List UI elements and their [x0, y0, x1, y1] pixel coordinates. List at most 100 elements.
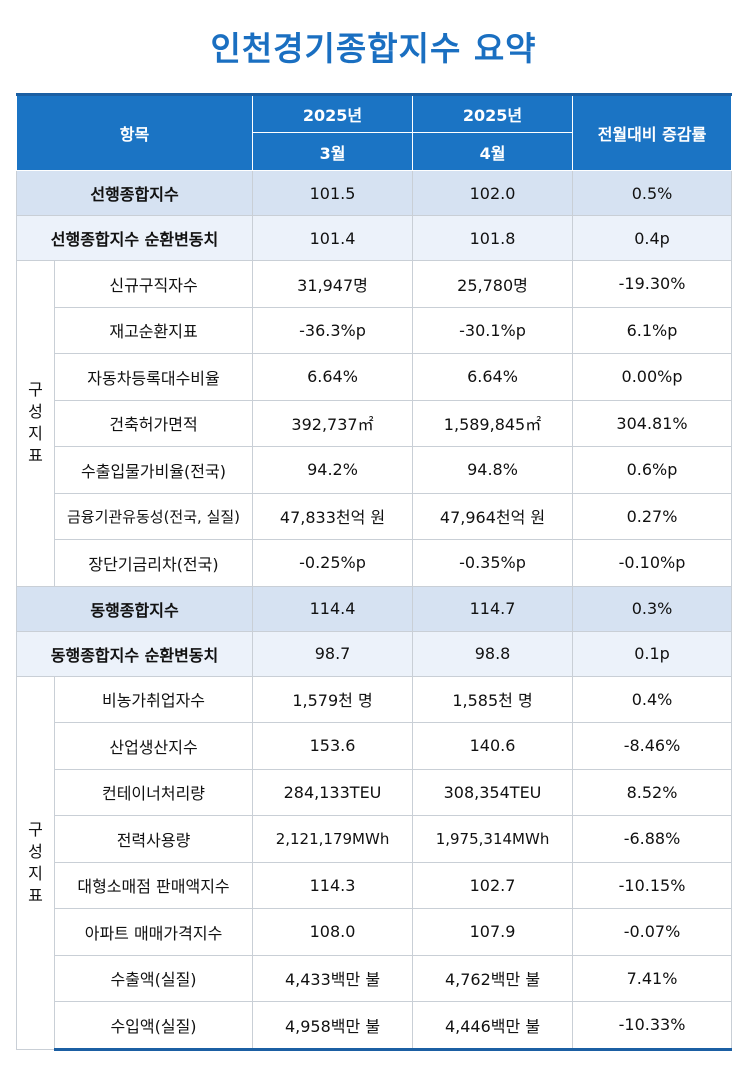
row-label: 선행종합지수 순환변동치 — [15, 215, 254, 261]
change-value: 6.1%p — [572, 306, 733, 354]
row-label: 전력사용량 — [53, 815, 254, 863]
row-label: 재고순환지표 — [53, 306, 254, 354]
april-value: 102.0 — [412, 170, 574, 216]
row-label: 컨테이너처리량 — [53, 768, 254, 816]
change-value: 0.00%p — [572, 353, 733, 401]
march-value: 98.7 — [252, 630, 414, 677]
april-value: 1,975,314MWh — [412, 815, 574, 863]
change-value: 0.6%p — [572, 446, 733, 494]
change-value: -0.10%p — [572, 539, 733, 587]
table-row: 구성지표 신규구직자수 31,947명 25,780명 -19.30% — [16, 260, 733, 587]
march-value: 6.64% — [252, 353, 414, 401]
change-value: -0.07% — [572, 908, 733, 956]
april-value: 4,446백만 불 — [412, 1001, 574, 1051]
leading-composite-row: 선행종합지수 101.5 102.0 0.5% — [15, 170, 733, 216]
coincident-cycle-row: 동행종합지수 순환변동치 98.7 98.8 0.1p — [15, 630, 733, 677]
row-label: 산업생산지수 — [53, 722, 254, 770]
header-april-month: 4월 — [412, 132, 574, 171]
april-value: 47,964천억 원 — [412, 492, 574, 540]
march-value: 2,121,179MWh — [252, 815, 414, 863]
april-value: 6.64% — [412, 353, 574, 401]
april-value: 94.8% — [412, 446, 574, 494]
change-value: 304.81% — [572, 399, 733, 447]
page-title: 인천경기종합지수 요약 — [210, 29, 537, 68]
march-value: 31,947명 — [252, 260, 414, 308]
march-value: 114.3 — [252, 861, 414, 909]
table-row: 대형소매점 판매액지수 114.3 102.7 -10.15% — [17, 861, 733, 909]
april-value: 98.8 — [412, 630, 574, 677]
change-value: -10.33% — [572, 1001, 733, 1051]
leading-cycle-row: 선행종합지수 순환변동치 101.4 101.8 0.4p — [15, 215, 733, 261]
table-body: 선행종합지수 101.5 102.0 0.5% 선행종합지수 순환변동치 101… — [15, 170, 733, 1051]
april-value: 1,589,845㎡ — [412, 399, 574, 447]
march-value: 101.4 — [252, 215, 414, 261]
change-value: 0.5% — [572, 170, 733, 216]
change-value: -10.15% — [572, 861, 733, 909]
table-row: 수출액(실질) 4,433백만 불 4,762백만 불 7.41% — [17, 954, 733, 1002]
change-value: -6.88% — [572, 815, 733, 863]
april-value: 140.6 — [412, 722, 574, 770]
header-item: 항목 — [15, 94, 254, 171]
table-row: 자동차등록대수비율 6.64% 6.64% 0.00%p — [17, 353, 733, 401]
april-value: 1,585천 명 — [412, 675, 574, 723]
change-value: 0.1p — [572, 630, 733, 677]
change-value: 7.41% — [572, 954, 733, 1002]
header-march-month: 3월 — [252, 132, 414, 171]
row-label: 대형소매점 판매액지수 — [53, 861, 254, 909]
row-label: 수출액(실질) — [53, 954, 254, 1002]
change-value: 0.4% — [572, 675, 733, 723]
march-value: 1,579천 명 — [252, 675, 414, 723]
march-value: -0.25%p — [252, 539, 414, 587]
row-label: 동행종합지수 순환변동치 — [15, 630, 254, 677]
march-value: 153.6 — [252, 722, 414, 770]
row-label: 장단기금리차(전국) — [53, 539, 254, 587]
march-value: 94.2% — [252, 446, 414, 494]
table-row: 금융기관유동성(전국, 실질) 47,833천억 원 47,964천억 원 0.… — [17, 492, 733, 540]
change-value: 8.52% — [572, 768, 733, 816]
coincident-composite-row: 동행종합지수 114.4 114.7 0.3% — [15, 585, 733, 632]
row-label: 건축허가면적 — [53, 399, 254, 447]
march-value: 4,433백만 불 — [252, 954, 414, 1002]
table-row: 산업생산지수 153.6 140.6 -8.46% — [17, 722, 733, 770]
row-label: 선행종합지수 — [15, 170, 254, 216]
change-value: 0.4p — [572, 215, 733, 261]
header-april-year: 2025년 — [412, 94, 574, 133]
table-row: 수입액(실질) 4,958백만 불 4,446백만 불 -10.33% — [17, 1001, 733, 1051]
group-label-text: 구성지표 — [28, 380, 43, 466]
april-value: 25,780명 — [412, 260, 574, 308]
table-row: 장단기금리차(전국) -0.25%p -0.35%p -0.10%p — [17, 539, 733, 587]
march-value: 101.5 — [252, 170, 414, 216]
change-value: -8.46% — [572, 722, 733, 770]
row-label: 비농가취업자수 — [53, 675, 254, 723]
header-change: 전월대비 증감률 — [572, 94, 733, 171]
april-value: 114.7 — [412, 585, 574, 632]
change-value: 0.3% — [572, 585, 733, 632]
summary-table: 항목 2025년 2025년 전월대비 증감률 3월 4월 선행종합지수 101… — [15, 93, 733, 1051]
april-value: 101.8 — [412, 215, 574, 261]
row-label: 수입액(실질) — [53, 1001, 254, 1051]
table-header: 항목 2025년 2025년 전월대비 증감률 3월 4월 — [15, 94, 733, 171]
table-row: 구성지표 비농가취업자수 1,579천 명 1,585천 명 0.4% — [16, 675, 733, 1050]
march-value: 284,133TEU — [252, 768, 414, 816]
april-value: 107.9 — [412, 908, 574, 956]
row-label: 수출입물가비율(전국) — [53, 446, 254, 494]
row-label: 자동차등록대수비율 — [53, 353, 254, 401]
april-value: -30.1%p — [412, 306, 574, 354]
march-value: 108.0 — [252, 908, 414, 956]
table-row: 재고순환지표 -36.3%p -30.1%p 6.1%p — [17, 306, 733, 354]
row-label: 아파트 매매가격지수 — [53, 908, 254, 956]
change-value: 0.27% — [572, 492, 733, 540]
coincident-group-label: 구성지표 — [16, 675, 55, 1050]
row-label: 동행종합지수 — [15, 585, 254, 632]
april-value: -0.35%p — [412, 539, 574, 587]
march-value: 4,958백만 불 — [252, 1001, 414, 1051]
march-value: 114.4 — [252, 585, 414, 632]
header-march-year: 2025년 — [252, 94, 414, 133]
table-row: 건축허가면적 392,737㎡ 1,589,845㎡ 304.81% — [17, 399, 733, 447]
row-label: 신규구직자수 — [53, 260, 254, 308]
march-value: 392,737㎡ — [252, 399, 414, 447]
april-value: 102.7 — [412, 861, 574, 909]
april-value: 308,354TEU — [412, 768, 574, 816]
march-value: 47,833천억 원 — [252, 492, 414, 540]
group-label-text: 구성지표 — [28, 819, 43, 905]
